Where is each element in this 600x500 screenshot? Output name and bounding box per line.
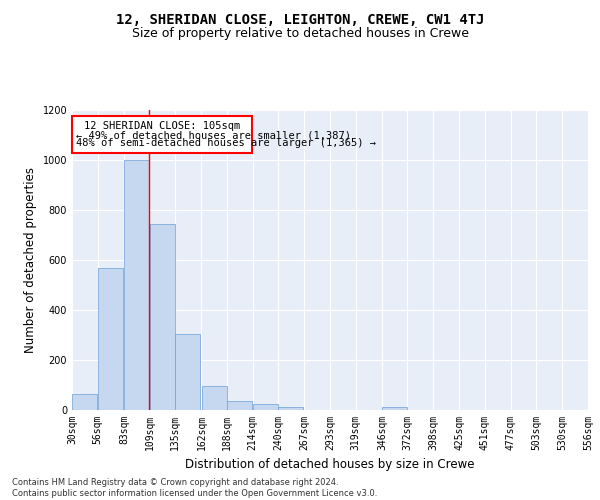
Text: 12 SHERIDAN CLOSE: 105sqm: 12 SHERIDAN CLOSE: 105sqm — [84, 120, 240, 130]
Bar — [124, 160, 149, 410]
Bar — [202, 386, 227, 410]
Text: 48% of semi-detached houses are larger (1,365) →: 48% of semi-detached houses are larger (… — [76, 138, 376, 148]
Bar — [98, 268, 123, 410]
Bar — [175, 334, 200, 410]
Y-axis label: Number of detached properties: Number of detached properties — [24, 167, 37, 353]
Bar — [382, 406, 407, 410]
FancyBboxPatch shape — [73, 116, 251, 152]
Bar — [227, 400, 253, 410]
Text: Size of property relative to detached houses in Crewe: Size of property relative to detached ho… — [131, 28, 469, 40]
Bar — [149, 224, 175, 410]
Bar — [253, 404, 278, 410]
Bar — [278, 406, 304, 410]
Text: ← 49% of detached houses are smaller (1,387): ← 49% of detached houses are smaller (1,… — [76, 130, 352, 140]
Text: 12, SHERIDAN CLOSE, LEIGHTON, CREWE, CW1 4TJ: 12, SHERIDAN CLOSE, LEIGHTON, CREWE, CW1… — [116, 12, 484, 26]
Bar — [72, 394, 97, 410]
Text: Contains HM Land Registry data © Crown copyright and database right 2024.
Contai: Contains HM Land Registry data © Crown c… — [12, 478, 377, 498]
X-axis label: Distribution of detached houses by size in Crewe: Distribution of detached houses by size … — [185, 458, 475, 471]
